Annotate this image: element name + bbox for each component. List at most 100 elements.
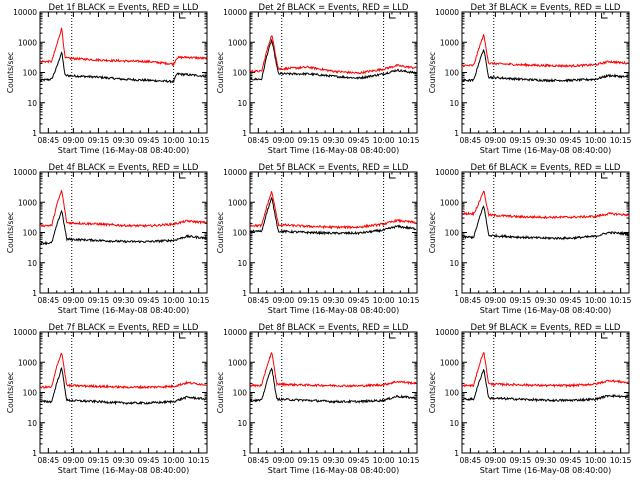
x-tick-label: 10:15 bbox=[398, 136, 420, 145]
x-tick-label: 10:00 bbox=[585, 296, 607, 305]
y-tick-label: 100 bbox=[233, 389, 248, 398]
y-tick-label: 100 bbox=[23, 389, 38, 398]
x-tick-label: 09:00 bbox=[273, 456, 295, 465]
y-tick-label: 100 bbox=[23, 229, 38, 238]
y-tick-label: 10 bbox=[27, 99, 37, 108]
y-tick-label: 100 bbox=[233, 229, 248, 238]
x-tick-label: 09:30 bbox=[535, 136, 557, 145]
series-events-line bbox=[250, 196, 417, 236]
y-tick-label: 1 bbox=[242, 449, 247, 458]
y-axis-label: Counts/sec bbox=[6, 52, 15, 93]
y-tick-label: 10000 bbox=[13, 168, 37, 177]
x-tick-label: 09:30 bbox=[113, 136, 135, 145]
panel-title: Det 9f BLACK = Events, RED = LLD bbox=[471, 323, 621, 333]
y-tick-label: 10 bbox=[449, 259, 459, 268]
x-tick-label: 09:30 bbox=[535, 296, 557, 305]
x-tick-label: 09:45 bbox=[348, 456, 370, 465]
y-tick-label: 10 bbox=[449, 419, 459, 428]
interval-bracket bbox=[601, 173, 608, 179]
panel-title: Det 7f BLACK = Events, RED = LLD bbox=[49, 323, 199, 333]
x-tick-label: 09:45 bbox=[138, 296, 160, 305]
y-tick-label: 10000 bbox=[13, 328, 37, 337]
x-axis-label: Start Time (16-May-08 08:40:00) bbox=[480, 306, 611, 315]
x-tick-label: 09:00 bbox=[63, 136, 85, 145]
panel-det-9: Det 9f BLACK = Events, RED = LLD 1 10 100 10… bbox=[428, 323, 632, 475]
x-tick-label: 10:00 bbox=[373, 296, 395, 305]
x-tick-label: 09:45 bbox=[348, 136, 370, 145]
x-tick-label: 10:00 bbox=[163, 456, 185, 465]
y-axis-label: Counts/sec bbox=[428, 372, 437, 413]
panel-det-1: Det 1f BLACK = Events, RED = LLD 1 10 100 10… bbox=[6, 3, 210, 155]
x-tick-label: 09:15 bbox=[88, 456, 110, 465]
series-lld-line bbox=[40, 27, 207, 67]
y-tick-label: 10 bbox=[449, 99, 459, 108]
series-lld-line bbox=[462, 34, 629, 69]
x-tick-label: 10:00 bbox=[163, 136, 185, 145]
x-tick-label: 09:00 bbox=[63, 456, 85, 465]
x-axis-label: Start Time (16-May-08 08:40:00) bbox=[58, 466, 189, 475]
y-tick-label: 1000 bbox=[18, 358, 37, 367]
series-events-line bbox=[40, 367, 207, 406]
x-axis-label: Start Time (16-May-08 08:40:00) bbox=[480, 146, 611, 155]
x-tick-label: 08:45 bbox=[460, 456, 482, 465]
panel-det-5: Det 5f BLACK = Events, RED = LLD 1 10 100 10… bbox=[216, 163, 420, 315]
x-tick-label: 10:15 bbox=[610, 456, 632, 465]
y-axis-label: Counts/sec bbox=[428, 52, 437, 93]
y-tick-label: 1 bbox=[242, 129, 247, 138]
series-lld-line bbox=[40, 352, 207, 390]
series-events-line bbox=[462, 205, 629, 241]
y-tick-label: 10 bbox=[237, 259, 247, 268]
x-tick-label: 10:15 bbox=[610, 296, 632, 305]
series-events-line bbox=[462, 368, 629, 403]
y-axis-label: Counts/sec bbox=[6, 212, 15, 253]
x-tick-label: 10:00 bbox=[373, 136, 395, 145]
interval-bracket bbox=[179, 173, 186, 179]
x-tick-label: 09:00 bbox=[485, 296, 507, 305]
series-lld-line bbox=[250, 191, 417, 230]
y-tick-label: 10 bbox=[27, 419, 37, 428]
x-tick-label: 10:00 bbox=[163, 296, 185, 305]
x-tick-label: 09:15 bbox=[510, 456, 532, 465]
series-events-line bbox=[40, 51, 207, 84]
x-tick-label: 08:45 bbox=[38, 136, 60, 145]
x-tick-label: 09:45 bbox=[560, 136, 582, 145]
y-tick-label: 10000 bbox=[223, 8, 247, 17]
y-tick-label: 100 bbox=[445, 69, 460, 78]
y-tick-label: 1 bbox=[454, 129, 459, 138]
x-tick-label: 08:45 bbox=[460, 136, 482, 145]
interval-bracket bbox=[601, 13, 608, 19]
y-tick-label: 10 bbox=[237, 419, 247, 428]
interval-bracket bbox=[389, 13, 396, 19]
y-tick-label: 10000 bbox=[223, 168, 247, 177]
x-tick-label: 09:00 bbox=[485, 136, 507, 145]
x-tick-label: 08:45 bbox=[248, 136, 270, 145]
x-tick-label: 09:30 bbox=[113, 296, 135, 305]
y-tick-label: 10 bbox=[27, 259, 37, 268]
y-axis-label: Counts/sec bbox=[216, 372, 225, 413]
series-lld-line bbox=[40, 190, 207, 228]
y-tick-label: 1 bbox=[454, 289, 459, 298]
x-tick-label: 10:15 bbox=[188, 456, 210, 465]
x-tick-label: 09:30 bbox=[113, 456, 135, 465]
x-tick-label: 10:15 bbox=[188, 296, 210, 305]
y-tick-label: 1000 bbox=[228, 38, 247, 47]
y-tick-label: 10000 bbox=[435, 168, 459, 177]
series-lld-line bbox=[462, 190, 629, 220]
y-tick-label: 1000 bbox=[228, 198, 247, 207]
plot-frame bbox=[39, 171, 208, 294]
x-axis-label: Start Time (16-May-08 08:40:00) bbox=[268, 466, 399, 475]
x-tick-label: 09:30 bbox=[323, 456, 345, 465]
x-tick-label: 09:00 bbox=[485, 456, 507, 465]
panel-det-3: Det 3f BLACK = Events, RED = LLD 1 10 100 10… bbox=[428, 3, 632, 155]
y-tick-label: 1000 bbox=[440, 358, 459, 367]
x-tick-label: 09:15 bbox=[298, 456, 320, 465]
x-tick-label: 10:00 bbox=[585, 456, 607, 465]
y-axis-label: Counts/sec bbox=[428, 212, 437, 253]
y-tick-label: 10 bbox=[237, 99, 247, 108]
series-lld-line bbox=[462, 352, 629, 389]
y-tick-label: 10000 bbox=[223, 328, 247, 337]
x-tick-label: 09:45 bbox=[560, 296, 582, 305]
y-tick-label: 1000 bbox=[440, 38, 459, 47]
x-tick-label: 09:15 bbox=[510, 296, 532, 305]
